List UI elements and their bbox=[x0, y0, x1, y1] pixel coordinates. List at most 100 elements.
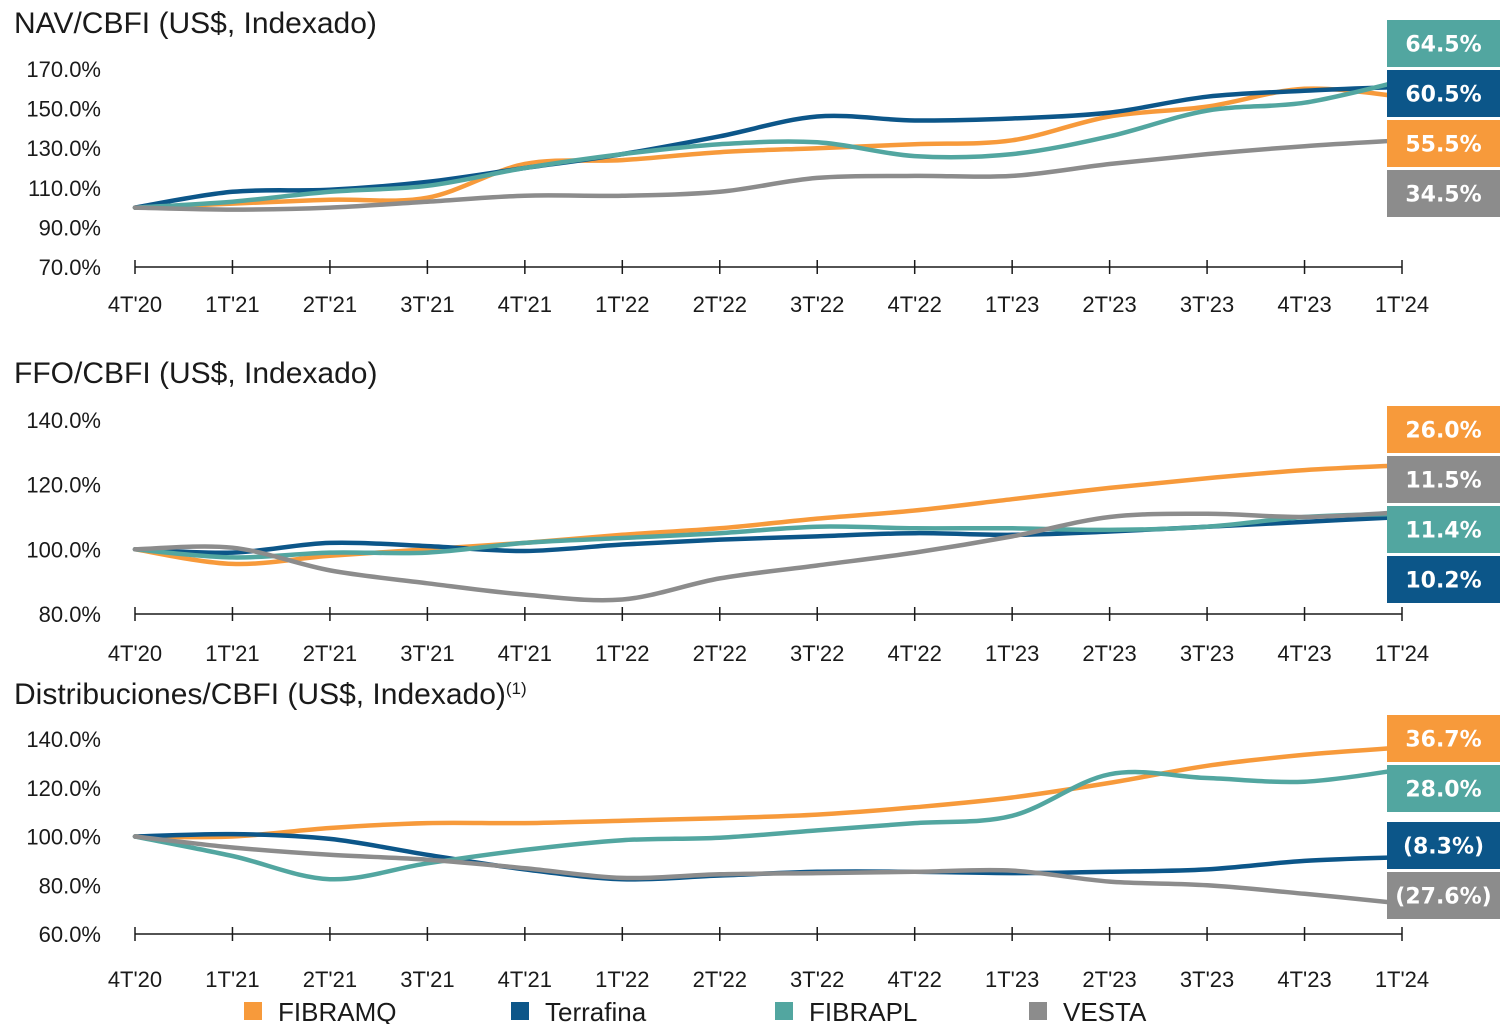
y-tick-label: 150.0% bbox=[26, 97, 101, 122]
x-tick-label: 4T'21 bbox=[498, 967, 552, 992]
x-tick-label: 1T'24 bbox=[1375, 641, 1429, 666]
end-label-box-fibrapl bbox=[1387, 20, 1500, 67]
legend-swatch-fibramq bbox=[244, 1002, 262, 1020]
x-tick-label: 2T'21 bbox=[303, 292, 357, 317]
x-tick-label: 3T'22 bbox=[790, 292, 844, 317]
y-tick-label: 90.0% bbox=[39, 215, 101, 240]
y-tick-label: 70.0% bbox=[39, 255, 101, 280]
x-tick-label: 4T'21 bbox=[498, 641, 552, 666]
y-tick-label: 100.0% bbox=[26, 825, 101, 850]
y-tick-label: 170.0% bbox=[26, 57, 101, 82]
series-line-vesta bbox=[132, 834, 1405, 906]
end-label-fibrapl: 28.0% bbox=[1405, 778, 1481, 803]
legend-swatch-vesta bbox=[1029, 1002, 1047, 1020]
x-tick-label: 2T'22 bbox=[693, 967, 747, 992]
x-tick-label: 1T'23 bbox=[985, 967, 1039, 992]
x-tick-label: 1T'23 bbox=[985, 641, 1039, 666]
y-tick-label: 120.0% bbox=[26, 473, 101, 498]
legend: FIBRAMQ Terrafina FIBRAPL VESTA bbox=[244, 997, 1147, 1024]
x-tick-label: 4T'20 bbox=[108, 967, 162, 992]
series-line-vesta bbox=[132, 138, 1405, 212]
x-tick-label: 3T'21 bbox=[400, 967, 454, 992]
y-tick-label: 100.0% bbox=[26, 537, 101, 562]
end-label-vesta: 11.5% bbox=[1405, 469, 1481, 494]
x-tick-label: 3T'22 bbox=[790, 641, 844, 666]
x-tick-label: 2T'23 bbox=[1082, 641, 1136, 666]
end-label-box-fibrapl bbox=[1387, 506, 1500, 553]
series-line-vesta bbox=[132, 509, 1405, 603]
x-tick-label: 3T'21 bbox=[400, 641, 454, 666]
chart-2: FFO/CBFI (US$, Indexado) 80.0% 100.0% 120.0… bbox=[14, 357, 1500, 666]
x-tick-label: 4T'22 bbox=[888, 292, 942, 317]
x-tick-label: 1T'24 bbox=[1375, 292, 1429, 317]
end-label-box-vesta bbox=[1387, 456, 1500, 503]
end-label-fibrapl: 64.5% bbox=[1405, 33, 1481, 58]
end-label-fibramq: 36.7% bbox=[1405, 728, 1481, 753]
series-line-fibrapl bbox=[132, 767, 1405, 882]
end-label-box-fibramq bbox=[1387, 120, 1500, 167]
y-tick-label: 80.0% bbox=[39, 873, 101, 898]
legend-swatch-terrafina bbox=[511, 1002, 529, 1020]
end-label-vesta: (27.6%) bbox=[1395, 885, 1491, 910]
x-tick-label: 2T'21 bbox=[303, 967, 357, 992]
end-label-terrafina: (8.3%) bbox=[1403, 835, 1484, 860]
y-tick-label: 140.0% bbox=[26, 727, 101, 752]
x-tick-label: 2T'22 bbox=[693, 292, 747, 317]
y-tick-label: 120.0% bbox=[26, 776, 101, 801]
legend-label-terrafina: Terrafina bbox=[545, 997, 647, 1024]
legend-label-vesta: VESTA bbox=[1063, 997, 1147, 1024]
end-label-terrafina: 60.5% bbox=[1405, 83, 1481, 108]
x-tick-label: 2T'22 bbox=[693, 641, 747, 666]
y-tick-label: 130.0% bbox=[26, 136, 101, 161]
end-label-box-fibramq bbox=[1387, 715, 1500, 762]
x-tick-label: 1T'21 bbox=[205, 641, 259, 666]
x-tick-label: 2T'21 bbox=[303, 641, 357, 666]
x-tick-label: 1T'22 bbox=[595, 967, 649, 992]
end-label-terrafina: 10.2% bbox=[1405, 569, 1481, 594]
x-tick-label: 3T'23 bbox=[1180, 292, 1234, 317]
x-tick-label: 3T'23 bbox=[1180, 641, 1234, 666]
x-tick-label: 4T'23 bbox=[1277, 292, 1331, 317]
y-tick-label: 140.0% bbox=[26, 408, 101, 433]
chart-title-superscript: (1) bbox=[506, 679, 527, 698]
end-label-fibramq: 55.5% bbox=[1405, 133, 1481, 158]
y-tick-label: 110.0% bbox=[28, 176, 101, 201]
x-tick-label: 4T'21 bbox=[498, 292, 552, 317]
y-tick-label: 60.0% bbox=[39, 922, 101, 947]
series-line-fibrapl bbox=[132, 511, 1405, 560]
end-label-fibramq: 26.0% bbox=[1405, 419, 1481, 444]
chart-title: Distribuciones/CBFI (US$, Indexado)(1) bbox=[14, 678, 527, 711]
x-tick-label: 4T'20 bbox=[108, 641, 162, 666]
x-tick-label: 3T'21 bbox=[400, 292, 454, 317]
x-tick-label: 4T'23 bbox=[1277, 641, 1331, 666]
x-tick-label: 1T'23 bbox=[985, 292, 1039, 317]
y-tick-label: 80.0% bbox=[39, 602, 101, 627]
legend-swatch-fibrapl bbox=[775, 1002, 793, 1020]
x-tick-label: 1T'22 bbox=[595, 641, 649, 666]
series-line-fibramq bbox=[132, 86, 1405, 210]
chart-3: Distribuciones/CBFI (US$, Indexado)(1) 60… bbox=[14, 678, 1500, 992]
x-tick-label: 1T'21 bbox=[205, 967, 259, 992]
x-tick-label: 4T'20 bbox=[108, 292, 162, 317]
chart-title: NAV/CBFI (US$, Indexado) bbox=[14, 7, 377, 40]
series-line-fibramq bbox=[132, 463, 1405, 567]
chart-title: FFO/CBFI (US$, Indexado) bbox=[14, 357, 377, 390]
end-label-box-terrafina bbox=[1387, 556, 1500, 603]
x-tick-label: 2T'23 bbox=[1082, 967, 1136, 992]
end-label-fibrapl: 11.4% bbox=[1405, 519, 1481, 544]
end-label-box-terrafina bbox=[1387, 70, 1500, 117]
legend-label-fibramq: FIBRAMQ bbox=[278, 997, 396, 1024]
end-label-box-vesta bbox=[1387, 872, 1500, 919]
x-tick-label: 3T'22 bbox=[790, 967, 844, 992]
end-label-vesta: 34.5% bbox=[1405, 183, 1481, 208]
x-tick-label: 1T'22 bbox=[595, 292, 649, 317]
x-tick-label: 4T'23 bbox=[1277, 967, 1331, 992]
x-tick-label: 4T'22 bbox=[888, 641, 942, 666]
x-tick-label: 3T'23 bbox=[1180, 967, 1234, 992]
legend-label-fibrapl: FIBRAPL bbox=[809, 997, 917, 1024]
chart-1: NAV/CBFI (US$, Indexado) 70.0% 90.0% 110.0%… bbox=[14, 7, 1500, 317]
end-label-box-fibramq bbox=[1387, 406, 1500, 453]
end-label-box-fibrapl bbox=[1387, 765, 1500, 812]
end-label-box-vesta bbox=[1387, 170, 1500, 217]
